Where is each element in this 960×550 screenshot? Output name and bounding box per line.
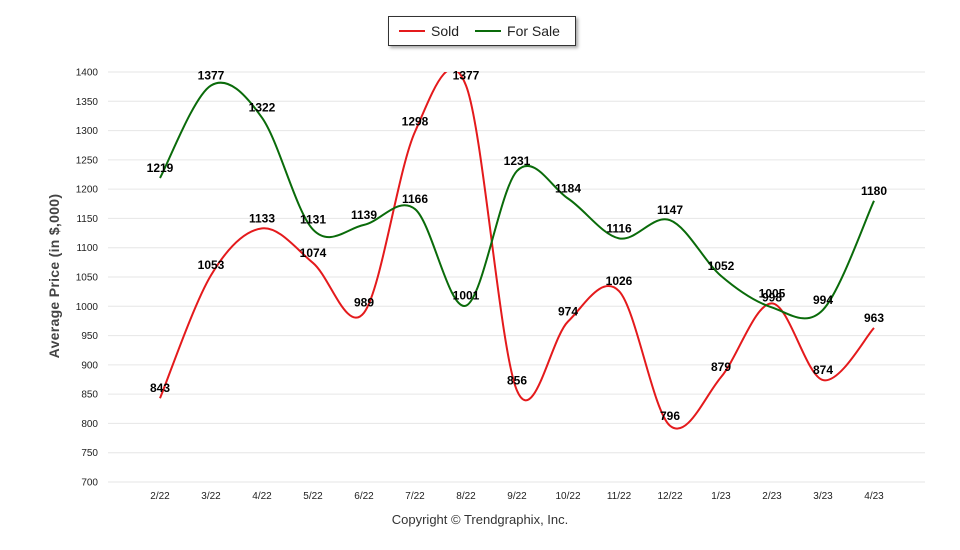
x-tick-label: 1/23 <box>711 491 731 502</box>
y-tick-label: 850 <box>81 390 98 401</box>
y-tick-label: 1300 <box>76 126 99 137</box>
legend: Sold For Sale <box>388 16 576 46</box>
data-label-sold: 1074 <box>300 246 327 260</box>
data-label-sold: 874 <box>813 363 833 377</box>
y-tick-label: 1400 <box>76 68 99 79</box>
data-label-sold: 796 <box>660 409 680 423</box>
y-tick-label: 950 <box>81 331 98 342</box>
legend-swatch-sold <box>399 30 425 32</box>
grid-lines <box>108 71 925 483</box>
x-tick-label: 8/22 <box>456 491 476 502</box>
data-label-for-sale: 1377 <box>198 68 225 82</box>
y-tick-label: 900 <box>81 360 98 371</box>
y-tick-label: 1100 <box>76 243 98 254</box>
data-label-for-sale: 1116 <box>606 221 632 235</box>
legend-item-sold[interactable]: Sold <box>399 23 459 39</box>
legend-item-for-sale[interactable]: For Sale <box>475 23 560 39</box>
data-label-sold: 843 <box>150 381 170 395</box>
data-label-sold: 1298 <box>402 115 429 129</box>
data-label-for-sale: 1231 <box>504 154 531 168</box>
copyright-text: Copyright © Trendgraphix, Inc. <box>391 512 569 527</box>
x-tick-label: 3/23 <box>813 491 833 502</box>
data-label-sold: 1053 <box>198 258 225 272</box>
series-line-for-sale <box>159 81 875 320</box>
data-label-for-sale: 994 <box>813 293 833 307</box>
data-label-for-sale: 1147 <box>657 203 683 217</box>
data-label-sold: 989 <box>354 296 374 310</box>
data-label-for-sale: 1131 <box>300 213 326 227</box>
data-label-sold: 963 <box>864 311 884 325</box>
data-label-sold: 974 <box>558 305 578 319</box>
data-label-sold: 1377 <box>453 68 480 82</box>
data-label-for-sale: 1139 <box>351 208 377 222</box>
x-tick-label: 12/22 <box>657 491 682 502</box>
x-tick-label: 5/22 <box>303 491 323 502</box>
x-tick-label: 11/22 <box>607 491 632 502</box>
x-tick-label: 3/22 <box>201 491 221 502</box>
y-tick-label: 1200 <box>76 185 99 196</box>
x-axis-ticks: 2/22 3/22 4/22 5/22 6/22 7/22 8/22 9/22 10/22 11/… <box>150 491 884 502</box>
y-tick-label: 750 <box>81 448 98 459</box>
data-label-sold: 1133 <box>249 211 275 225</box>
y-tick-label: 1050 <box>76 273 99 284</box>
data-label-sold: 879 <box>711 360 731 374</box>
data-label-sold: 1026 <box>606 274 633 288</box>
y-tick-label: 1350 <box>76 97 99 108</box>
x-tick-label: 7/22 <box>405 491 425 502</box>
x-tick-label: 2/22 <box>150 491 170 502</box>
data-label-sold: 1005 <box>759 286 786 300</box>
legend-label-for-sale: For Sale <box>507 23 560 39</box>
data-label-for-sale: 1219 <box>147 161 174 175</box>
x-tick-label: 4/22 <box>252 491 272 502</box>
y-axis-label: Average Price (in $,000) <box>46 193 62 359</box>
data-label-for-sale: 1180 <box>861 184 887 198</box>
data-label-sold: 856 <box>507 374 527 388</box>
legend-label-sold: Sold <box>431 23 460 39</box>
data-label-for-sale: 1052 <box>708 259 735 273</box>
data-label-for-sale: 1166 <box>402 192 428 206</box>
x-tick-label: 10/22 <box>555 491 580 502</box>
x-tick-label: 9/22 <box>507 491 527 502</box>
y-tick-label: 700 <box>81 478 98 489</box>
data-label-for-sale: 1001 <box>453 289 480 303</box>
series-lines <box>159 72 875 430</box>
series-line-sold <box>159 72 875 430</box>
y-tick-label: 1150 <box>76 214 98 225</box>
legend-swatch-for-sale <box>475 30 502 32</box>
y-tick-label: 800 <box>81 419 98 430</box>
data-label-for-sale: 998 <box>762 290 782 304</box>
data-label-for-sale: 1322 <box>249 101 276 115</box>
y-tick-label: 1000 <box>76 302 99 313</box>
x-tick-label: 4/23 <box>864 491 884 502</box>
y-tick-label: 1250 <box>76 155 99 166</box>
x-tick-label: 2/23 <box>762 491 782 502</box>
y-axis-ticks: 700 750 800 850 900 950 1000 1050 1100 1150 1200 12… <box>76 68 99 489</box>
data-label-for-sale: 1184 <box>555 182 581 196</box>
x-tick-label: 6/22 <box>354 491 374 502</box>
data-labels: 843 1053 1133 1074 989 1298 1377 856 974 1026 796 8… <box>147 68 888 422</box>
